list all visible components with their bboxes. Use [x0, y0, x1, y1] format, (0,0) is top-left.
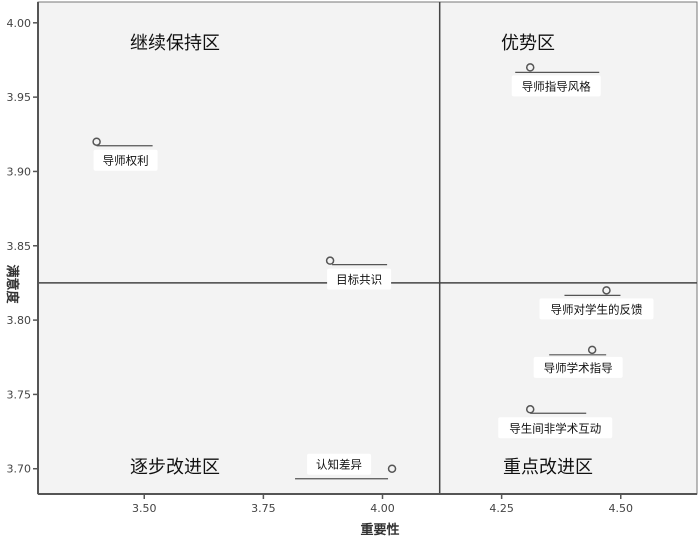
x-tick-label: 3.75 [251, 502, 276, 515]
x-tick-label: 4.25 [489, 502, 514, 515]
label-box [93, 149, 158, 171]
label-box [307, 453, 372, 475]
point-marker [92, 137, 101, 146]
data-point: 目标共识 [325, 256, 392, 290]
y-tick-label: 3.90 [7, 165, 32, 178]
data-point: 导师指导风格 [511, 63, 601, 97]
label-box [498, 417, 613, 439]
point-label: 目标共识 [336, 273, 382, 287]
data-point: 认知差异 [295, 453, 397, 480]
point-label: 导师权利 [103, 154, 149, 168]
y-axis-label: 满意度 [4, 264, 20, 304]
data-point: 导师权利 [92, 137, 158, 171]
point-label: 导师学术指导 [544, 361, 613, 375]
quadrant-label-top-left: 继续保持区 [130, 33, 220, 54]
quadrant-label-top-right: 优势区 [501, 33, 555, 54]
point-marker [387, 464, 397, 473]
point-label: 认知差异 [316, 458, 362, 472]
y-tick-label: 3.85 [7, 240, 32, 253]
point-marker [525, 405, 535, 414]
x-tick-label: 4.50 [609, 502, 634, 515]
x-tick-label: 3.50 [132, 502, 157, 515]
y-tick-label: 3.80 [7, 314, 32, 327]
point-marker [587, 345, 597, 355]
point-label: 导师对学生的反馈 [550, 302, 642, 316]
point-marker [525, 63, 535, 72]
label-box [533, 356, 623, 378]
quadrant-label-bottom-right: 重点改进区 [503, 457, 593, 478]
point-label: 导师指导风格 [522, 79, 591, 93]
point-marker [602, 286, 611, 295]
y-tick-label: 3.70 [7, 463, 32, 476]
y-tick-label: 3.75 [7, 388, 32, 401]
point-marker [325, 256, 335, 265]
data-point: 导师学术指导 [533, 345, 623, 378]
label-box [511, 75, 601, 97]
x-axis-label: 重要性 [360, 522, 399, 538]
label-box [539, 298, 654, 320]
quadrant-label-bottom-left: 逐步改进区 [130, 457, 220, 478]
data-point: 导师对学生的反馈 [539, 286, 654, 320]
data-point: 导生间非学术互动 [498, 405, 613, 439]
y-tick-label: 3.95 [7, 91, 32, 104]
y-tick-label: 4.00 [7, 17, 32, 30]
x-tick-label: 4.00 [370, 502, 395, 515]
label-box [327, 268, 392, 290]
point-label: 导生间非学术互动 [509, 421, 601, 435]
